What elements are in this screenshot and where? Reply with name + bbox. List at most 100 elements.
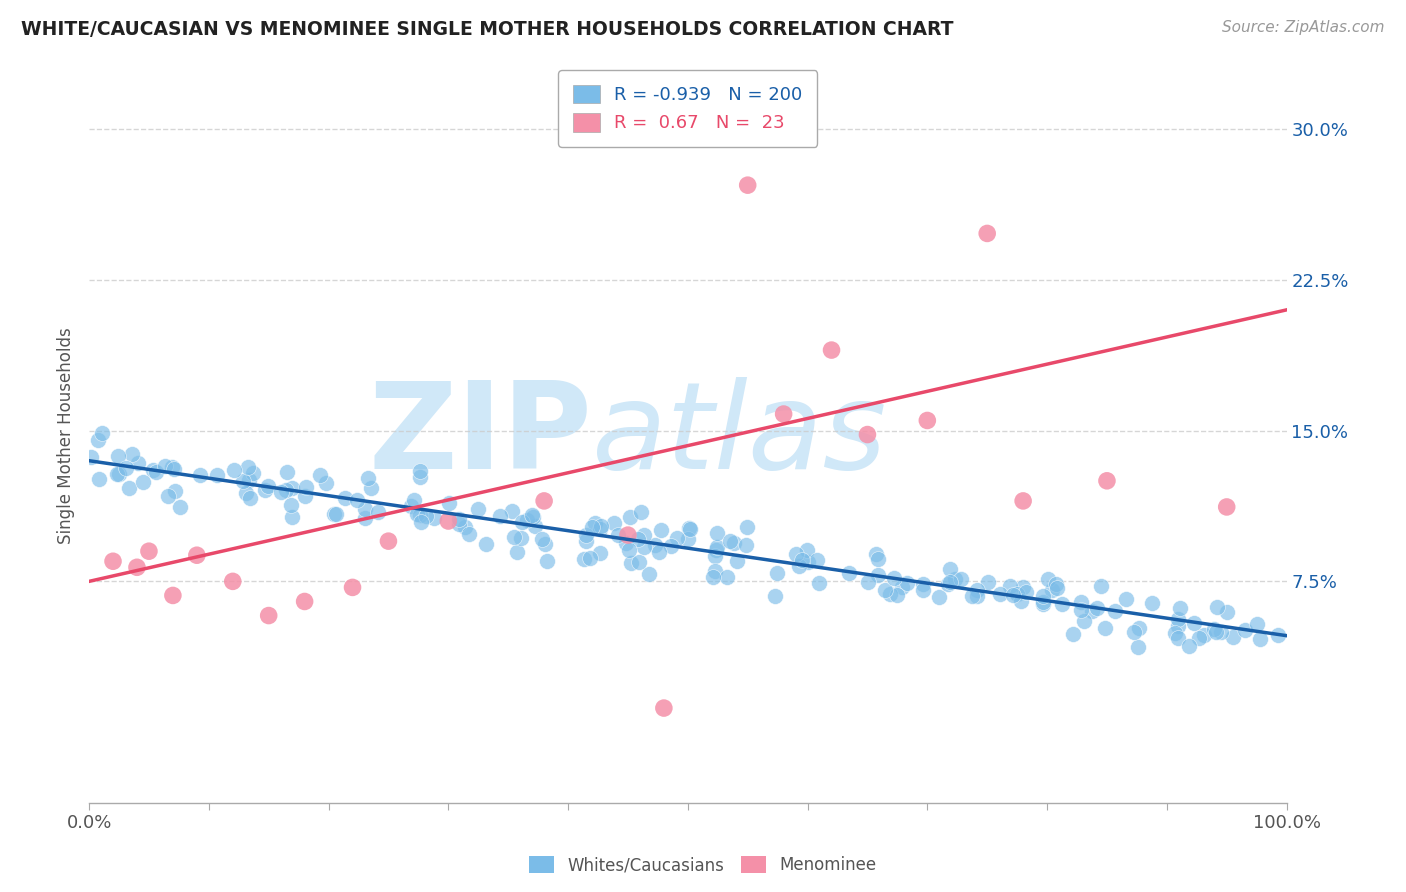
Point [912,582,935,597]
Point [222,574,245,589]
Point [408,470,430,484]
Point [1167,619,1189,633]
Point [454,520,477,534]
Point [447,516,470,531]
Point [502,530,524,544]
Point [406,507,429,521]
Point [105,467,128,481]
Point [169,500,191,515]
Point [659,539,682,553]
Point [467,502,489,516]
Point [1001,588,1024,602]
Point [231,474,253,488]
Point [276,465,298,479]
Point [891,580,914,594]
Point [1246,616,1268,631]
Point [520,508,543,522]
Point [704,549,727,564]
Point [280,498,302,512]
Point [572,552,595,566]
Point [806,553,828,567]
Point [142,462,165,476]
Point [1070,595,1092,609]
Text: Source: ZipAtlas.com: Source: ZipAtlas.com [1222,20,1385,35]
Point [976,574,998,589]
Point [342,581,364,595]
Point [1167,631,1189,645]
Point [1036,572,1059,586]
Point [856,427,879,442]
Point [315,476,337,491]
Point [706,525,728,540]
Point [294,594,316,608]
Point [160,460,183,475]
Point [1015,584,1038,599]
Point [678,521,700,535]
Point [1140,596,1163,610]
Point [101,554,124,568]
Point [1081,604,1104,618]
Point [516,513,538,527]
Point [108,467,131,481]
Legend: Whites/Caucasians, Menominee: Whites/Caucasians, Menominee [524,851,882,880]
Point [589,546,612,560]
Point [254,483,277,497]
Point [966,589,988,603]
Point [205,468,228,483]
Point [1182,616,1205,631]
Point [581,519,603,533]
Point [1233,623,1256,637]
Point [409,508,432,522]
Point [620,556,643,570]
Point [591,518,613,533]
Point [155,458,177,473]
Point [415,508,437,523]
Point [163,462,186,476]
Point [706,540,728,554]
Point [644,538,666,552]
Point [960,590,983,604]
Point [1095,474,1118,488]
Point [409,464,432,478]
Point [976,227,998,241]
Point [533,494,555,508]
Point [1123,624,1146,639]
Point [505,545,527,559]
Point [489,509,512,524]
Point [1209,625,1232,640]
Point [1062,627,1084,641]
Point [437,496,460,510]
Point [1206,599,1229,614]
Point [121,447,143,461]
Point [475,537,498,551]
Point [1045,581,1067,595]
Point [838,566,860,580]
Text: WHITE/CAUCASIAN VS MENOMINEE SINGLE MOTHER HOUSEHOLDS CORRELATION CHART: WHITE/CAUCASIAN VS MENOMINEE SINGLE MOTH… [21,20,953,38]
Point [138,544,160,558]
Point [703,564,725,578]
Point [787,558,810,573]
Point [792,553,814,567]
Point [404,493,426,508]
Point [1222,630,1244,644]
Point [865,547,887,561]
Point [648,545,671,559]
Point [723,536,745,550]
Point [323,507,346,521]
Point [1167,612,1189,626]
Point [619,542,641,557]
Point [1216,605,1239,619]
Point [188,467,211,482]
Point [165,483,187,498]
Point [1202,622,1225,636]
Point [650,524,672,538]
Point [437,514,460,528]
Point [276,483,298,498]
Point [702,569,724,583]
Point [633,541,655,555]
Point [145,465,167,479]
Point [727,554,749,568]
Point [1267,627,1289,641]
Point [280,481,302,495]
Point [127,456,149,470]
